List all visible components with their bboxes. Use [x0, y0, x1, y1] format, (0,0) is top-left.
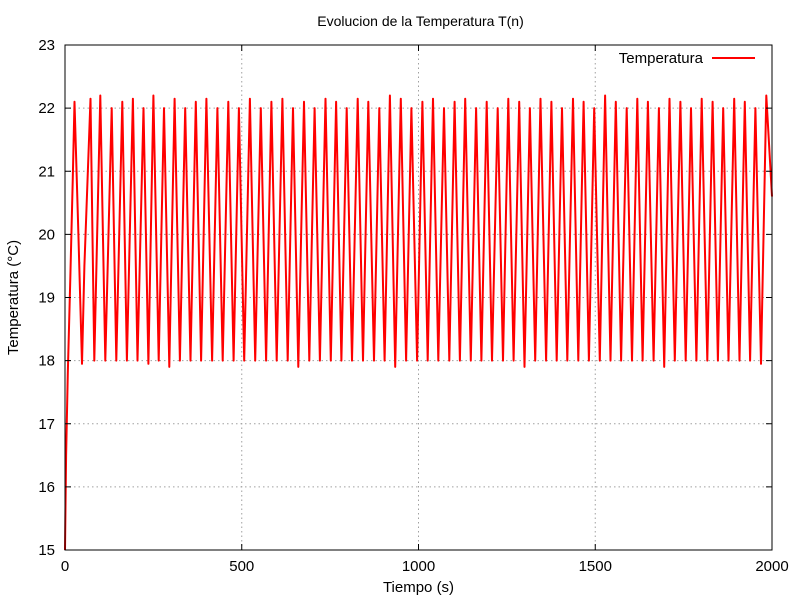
y-tick-label: 23 [38, 37, 55, 54]
legend: Temperatura [619, 50, 755, 67]
series-line [64, 94, 773, 551]
y-tick-label: 18 [38, 353, 55, 370]
x-tick-label: 1000 [402, 558, 435, 575]
series-layer [64, 94, 773, 551]
y-tick-label: 20 [38, 226, 55, 243]
x-tick-label: 2000 [755, 558, 788, 575]
ticks: 0 500 1000 1500 2000 15 16 17 18 19 20 21 22 23 [38, 37, 788, 575]
x-tick-label: 0 [61, 558, 69, 575]
y-axis-title: Temperatura (°C) [5, 240, 22, 355]
x-axis-title: Tiempo (s) [383, 579, 454, 596]
y-tick-label: 16 [38, 479, 55, 496]
y-tick-label: 21 [38, 163, 55, 180]
y-tick-label: 17 [38, 416, 55, 433]
y-tick-label: 22 [38, 100, 55, 117]
y-tick-label: 19 [38, 290, 55, 307]
x-tick-label: 1500 [579, 558, 612, 575]
legend-label: Temperatura [619, 50, 704, 67]
chart-title: Evolucion de la Temperatura T(n) [317, 13, 523, 29]
x-tick-label: 500 [229, 558, 254, 575]
y-tick-label: 15 [38, 542, 55, 559]
